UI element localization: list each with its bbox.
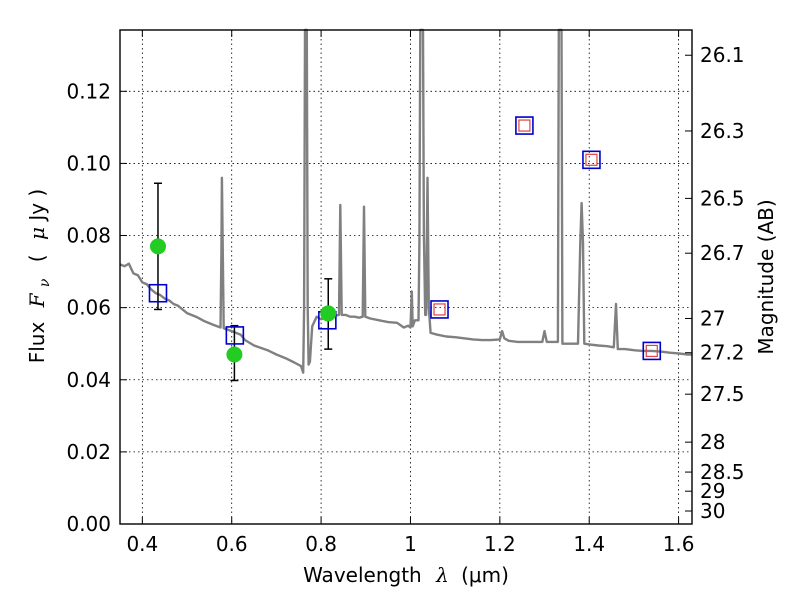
x-tick-label: 0.6: [216, 532, 248, 556]
y-axis-label-unit: Jy ): [25, 189, 49, 223]
y-axis-label-symbol: F: [25, 292, 49, 308]
upper-limit-marker: [585, 153, 598, 166]
x-tick-label: 1.2: [484, 532, 516, 556]
y-tick-label: 0.02: [66, 440, 111, 464]
x-tick-label: 0.8: [305, 532, 337, 556]
y-tick-label: 0.06: [66, 296, 111, 320]
right-axis-tick-label: 26.1: [700, 43, 745, 67]
axis-ticks: 0.4 0.6 0.8 1 1.2 1.4 1.6 0.00 0.02 0.04 0.06 0.08 0…: [66, 30, 745, 556]
x-tick-label: 0.4: [126, 532, 158, 556]
y-axis-label-subscript: ν: [37, 278, 53, 287]
y-tick-label: 0.04: [66, 368, 111, 392]
y-tick-label: 0.12: [66, 79, 111, 103]
plot-frame: [119, 29, 693, 525]
y-axis-label-text: Flux: [25, 322, 49, 364]
x-axis-label-text: Wavelength: [303, 563, 422, 587]
observed-photometry-point: [149, 238, 166, 255]
right-axis-tick-label: 27.2: [700, 341, 745, 365]
y-axis-label: Flux F ν ( μ Jy ): [25, 189, 54, 364]
upper-limit-marker: [645, 344, 658, 358]
x-axis-label: Wavelength λ (μm): [303, 563, 509, 587]
y-axis-label-paren: (: [25, 254, 49, 262]
x-axis-label-unit: (μm): [461, 563, 509, 587]
model-photometry-marker: [148, 283, 168, 303]
right-axis-tick-label: 28.5: [700, 460, 745, 484]
right-axis-tick-label: 26.7: [700, 241, 745, 265]
grid: [120, 30, 692, 525]
y-tick-label: 0.10: [66, 151, 111, 175]
upper-limit-marker: [433, 303, 446, 316]
right-axis-tick-label: 26.5: [700, 186, 745, 210]
right-axis-tick-label: 27: [700, 306, 725, 330]
model-photometry-marker: [642, 341, 662, 361]
sed-model-line: [119, 28, 692, 374]
right-axis-tick-label: 30: [700, 499, 725, 523]
observed-photometry-point: [226, 346, 243, 363]
observed-photometry-point: [320, 305, 337, 322]
upper-limit-marker: [518, 119, 531, 132]
y-axis-label-mu: μ: [25, 227, 49, 240]
x-tick-label: 1: [404, 532, 417, 556]
right-axis-tick-label: 29: [700, 479, 725, 503]
model-photometry-marker: [430, 300, 449, 319]
right-axis-tick-label: 27.5: [700, 382, 745, 406]
x-tick-label: 1.4: [573, 532, 605, 556]
model-photometry-marker: [582, 150, 601, 170]
photometry-markers: [148, 116, 662, 382]
model-photometry-marker: [515, 116, 534, 135]
right-axis-label: Magnitude (AB): [754, 199, 778, 354]
x-axis-label-symbol: λ: [435, 563, 449, 587]
right-axis-tick-label: 28: [700, 430, 725, 454]
right-axis-tick-label: 26.3: [700, 119, 745, 143]
x-tick-label: 1.6: [663, 532, 695, 556]
model-photometry-marker: [225, 326, 245, 345]
y-tick-label: 0.08: [66, 224, 111, 248]
sed-model-line-group: [119, 28, 692, 374]
y-tick-label: 0.00: [66, 512, 111, 536]
